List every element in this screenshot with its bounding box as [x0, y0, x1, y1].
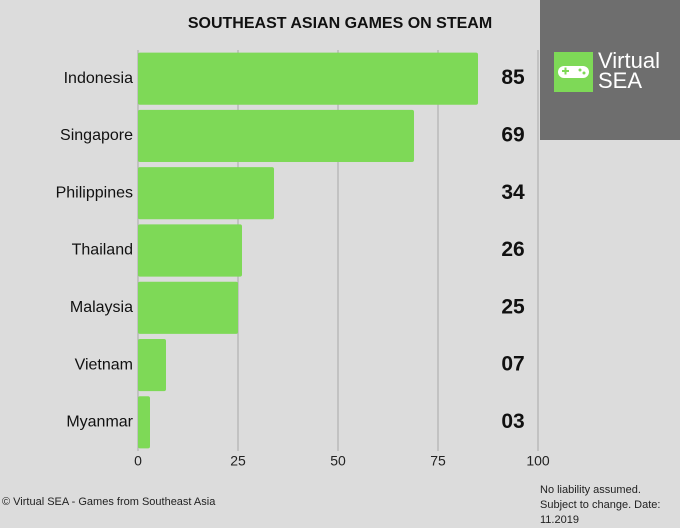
bar — [138, 109, 414, 162]
bar — [138, 167, 274, 220]
value-label: 25 — [501, 295, 525, 318]
value-label: 69 — [501, 123, 524, 146]
x-tick-label: 25 — [230, 453, 246, 469]
chart-title: SOUTHEAST ASIAN GAMES ON STEAM — [188, 15, 492, 32]
logo-text: Virtual — [598, 48, 660, 73]
value-label: 26 — [501, 238, 524, 261]
footer: © Virtual SEA - Games from Southeast Asi… — [2, 496, 216, 508]
value-label: 03 — [501, 410, 524, 433]
y-tick-label: Vietnam — [75, 356, 133, 373]
y-tick-label: Malaysia — [70, 299, 133, 316]
x-tick-label: 100 — [526, 453, 550, 469]
bar — [138, 52, 478, 105]
y-tick-label: Thailand — [72, 242, 133, 259]
note: No liability assumed. Subject to change.… — [540, 484, 661, 526]
y-tick-label: Myanmar — [66, 414, 133, 431]
value-label: 85 — [501, 66, 525, 89]
x-tick-label: 75 — [430, 453, 446, 469]
y-tick-label: Philippines — [56, 184, 133, 201]
value-label: 07 — [501, 353, 524, 376]
value-label: 34 — [501, 181, 525, 204]
chart: Virtual SEA SOUTHEAST ASIAN GAMES ON STE… — [56, 0, 680, 469]
x-tick-label: 0 — [134, 453, 142, 469]
bar — [138, 281, 238, 334]
y-tick-label: Singapore — [60, 127, 133, 144]
gamepad-icon — [558, 66, 589, 78]
y-tick-label: Indonesia — [64, 70, 133, 87]
bar — [138, 224, 242, 277]
bar — [138, 396, 150, 449]
bar — [138, 339, 166, 392]
x-tick-label: 50 — [330, 453, 346, 469]
logo-text: SEA — [598, 68, 642, 93]
